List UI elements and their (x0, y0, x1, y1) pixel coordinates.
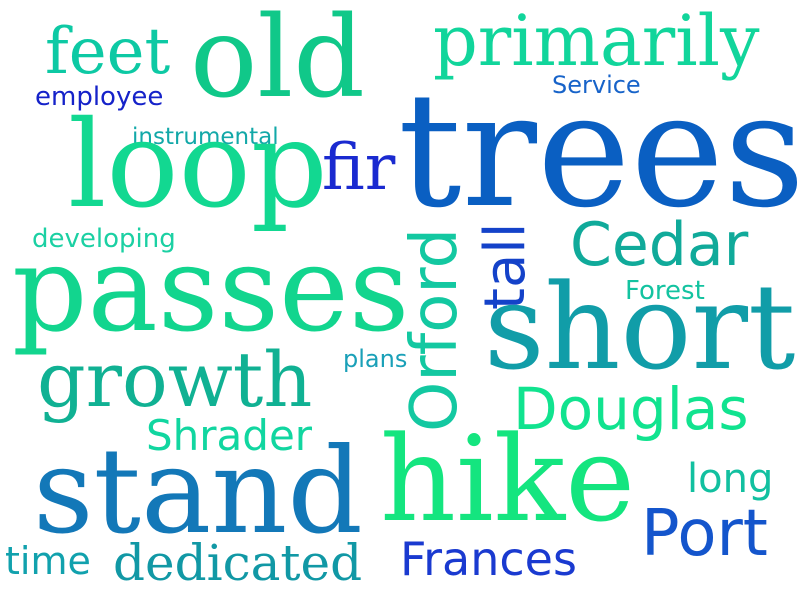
word-short: short (484, 258, 796, 396)
word-service: Service (552, 71, 641, 99)
word-frances: Frances (400, 532, 577, 586)
word-dedicated: dedicated (113, 534, 363, 592)
word-port: Port (641, 497, 768, 571)
word-plans: plans (343, 345, 408, 373)
word-old: old (190, 0, 365, 123)
word-orford: Orford (398, 227, 472, 432)
word-feet: feet (45, 15, 171, 89)
word-instrumental: instrumental (132, 124, 279, 150)
word-hike: hike (380, 410, 636, 548)
word-time: time (5, 539, 91, 583)
word-passes: passes (12, 220, 410, 358)
word-shrader: Shrader (146, 411, 313, 460)
word-long: long (687, 456, 774, 502)
word-employee: employee (35, 82, 164, 112)
word-douglas: Douglas (513, 375, 749, 443)
word-primarily: primarily (433, 0, 760, 82)
word-developing: developing (32, 224, 176, 254)
word-trees: trees (398, 59, 800, 243)
word-loop: loop (68, 96, 328, 235)
word-forest: Forest (625, 276, 705, 306)
word-stand: stand (33, 422, 363, 560)
word-growth: growth (37, 335, 313, 424)
word-cedar: Cedar (570, 210, 749, 280)
word-fir: fir (322, 131, 396, 205)
